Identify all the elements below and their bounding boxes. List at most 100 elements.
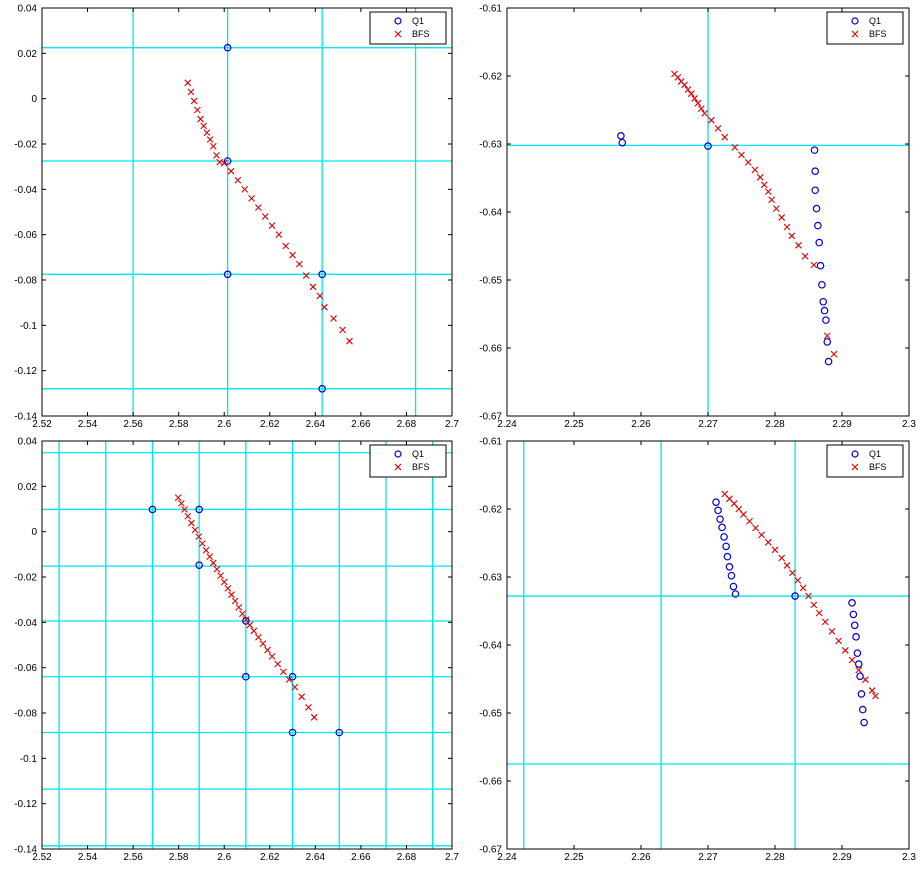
bfs-point <box>209 559 217 567</box>
bfs-point <box>255 633 262 641</box>
bfs-point <box>701 110 709 117</box>
y-tick-label: -0.04 <box>14 185 37 196</box>
x-tick-label: 2.27 <box>698 419 718 430</box>
bfs-point <box>174 494 182 502</box>
q1-point <box>814 221 822 230</box>
x-tick-label: 2.58 <box>169 852 189 863</box>
bfs-point <box>691 95 698 102</box>
q1-point <box>824 357 833 366</box>
axes-frame <box>41 7 453 417</box>
q1-point <box>335 728 344 737</box>
bfs-point <box>246 621 254 629</box>
x-tick-label: 2.52 <box>32 852 52 863</box>
bfs-point <box>751 166 759 174</box>
bfs-point <box>828 628 836 635</box>
legend-bfs-marker <box>394 463 402 471</box>
y-tick-label: 0 <box>31 94 37 105</box>
bfs-point <box>264 646 271 654</box>
y-tick-label: 0.02 <box>18 482 38 493</box>
bfs-point <box>316 292 324 300</box>
legend-bfs-label: BFS <box>412 462 430 472</box>
y-tick-label: -0.65 <box>479 276 502 287</box>
legend-bfs-marker <box>394 30 402 38</box>
bfs-point <box>687 90 695 98</box>
legend: Q1 BFS <box>369 11 447 45</box>
x-tick-label: 2.54 <box>78 419 98 430</box>
bfs-point <box>830 350 838 358</box>
bfs-point <box>795 241 802 249</box>
bfs-point <box>184 512 192 520</box>
x-tick-label: 2.68 <box>397 419 417 430</box>
q1-point <box>811 186 820 195</box>
bfs-point <box>815 609 823 617</box>
plot-area <box>507 441 909 849</box>
legend: Q1 BFS <box>369 444 447 478</box>
bfs-point <box>783 562 791 569</box>
y-tick-label: -0.67 <box>479 845 502 856</box>
q1-point <box>815 238 824 247</box>
plot-4: 2.24 2.25 2.26 2.27 2.28 2.29 2.3 -0.61 -0.62 -0.… <box>479 437 916 864</box>
y-tick-label: -0.14 <box>14 845 37 856</box>
bfs-point <box>694 99 702 107</box>
plot-3: 2.52 2.54 2.56 2.58 2.6 2.62 2.64 2.66 2.68 2.7 0.… <box>14 437 459 864</box>
bfs-point <box>213 151 220 159</box>
bfs-point <box>193 106 201 114</box>
bfs-point <box>746 517 753 525</box>
bfs-point <box>823 332 831 340</box>
bfs-point <box>730 500 738 507</box>
bfs-point <box>305 703 312 711</box>
bfs-point <box>224 584 232 592</box>
q1-point <box>729 582 738 591</box>
x-tick-label: 2.56 <box>123 419 143 430</box>
bfs-point <box>764 188 772 195</box>
q1-point <box>810 146 819 154</box>
x-tick-label: 2.64 <box>306 852 326 863</box>
plot-area <box>42 441 452 849</box>
q1-point <box>288 728 297 737</box>
legend-q1-label: Q1 <box>412 449 424 459</box>
bfs-point <box>242 616 250 624</box>
plot-2: 2.24 2.25 2.26 2.27 2.28 2.29 2.3 -0.61 -0.62 -0.… <box>479 4 916 431</box>
legend-q1-label: Q1 <box>412 16 424 26</box>
q1-point <box>223 270 232 279</box>
q1-point <box>242 672 250 681</box>
y-tick-label: -0.67 <box>479 412 502 423</box>
axes-frame <box>41 440 453 850</box>
bfs-point <box>721 133 729 141</box>
bfs-point <box>220 159 228 167</box>
q1-point <box>718 523 726 532</box>
q1-point <box>716 515 724 524</box>
bfs-point <box>195 533 203 541</box>
bfs-point <box>768 196 776 204</box>
bfs-point <box>760 181 768 189</box>
bfs-point <box>339 326 347 334</box>
y-tick-label: -0.12 <box>14 366 37 377</box>
q1-point <box>223 43 232 52</box>
bfs-point <box>821 618 829 626</box>
bfs-point <box>738 151 745 159</box>
bfs-point <box>309 283 317 291</box>
bfs-point <box>178 499 185 507</box>
y-tick-label: -0.62 <box>479 505 502 516</box>
x-tick-label: 2.29 <box>832 852 852 863</box>
y-tick-label: 0.04 <box>18 437 38 448</box>
x-tick-label: 2.24 <box>497 419 517 430</box>
y-tick-label: -0.62 <box>479 72 502 83</box>
y-tick-label: 0.04 <box>18 4 38 15</box>
bfs-point <box>756 173 764 181</box>
bfs-point <box>697 105 705 113</box>
q1-point <box>816 261 825 270</box>
legend-box <box>826 444 904 478</box>
legend-bfs-marker <box>851 30 859 38</box>
q1-point <box>195 505 203 514</box>
q1-point <box>223 157 232 165</box>
plot-1: 2.52 2.54 2.56 2.58 2.6 2.62 2.64 2.66 2.68 2.7 0.… <box>14 4 459 431</box>
bfs-point <box>810 261 818 269</box>
q1-point <box>731 590 740 598</box>
bfs-point <box>255 204 262 211</box>
bfs-point <box>200 122 208 130</box>
q1-point <box>820 306 829 315</box>
q1-point <box>617 132 625 140</box>
x-tick-label: 2.7 <box>445 419 459 430</box>
bfs-point <box>764 538 772 546</box>
